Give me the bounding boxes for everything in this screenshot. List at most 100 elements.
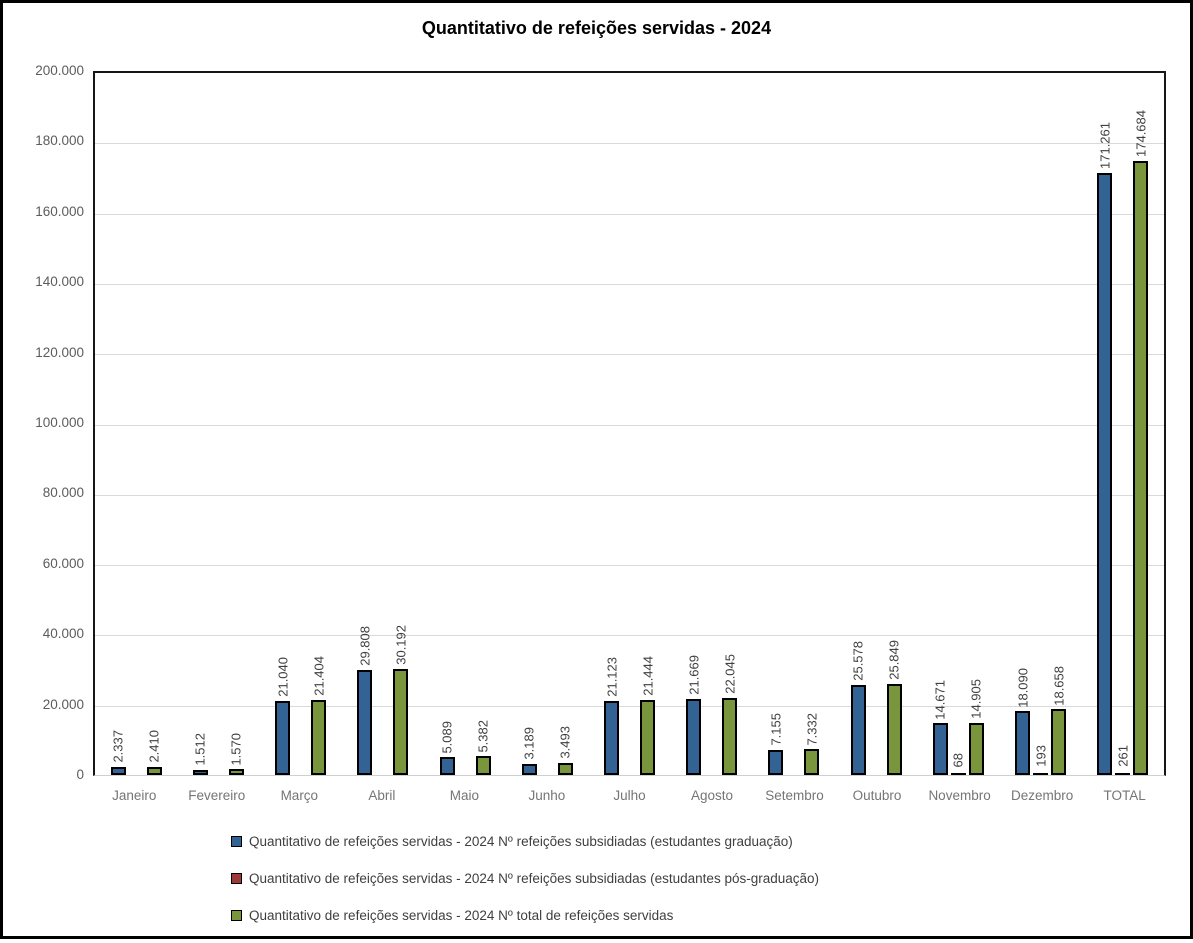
gridline: [95, 143, 1164, 145]
legend-marker-icon: [231, 873, 242, 884]
gridline: [95, 565, 1164, 567]
data-label: 193: [1033, 745, 1049, 767]
y-tick-label: 100.000: [35, 415, 84, 430]
bar-series-3: 5.382: [475, 720, 491, 775]
bar-series-1: 3.189: [521, 727, 537, 775]
category-fevereiro: 1.512 1.570: [177, 73, 259, 775]
data-label: 2.410: [146, 729, 162, 763]
gridline: [95, 354, 1164, 356]
x-axis-label-agosto: Agosto: [690, 788, 733, 803]
category-setembro: 7.155 7.332: [753, 73, 835, 775]
bars-container: 2.337 2.410 1.512 1.570 21.040 21.404 29.808 30…: [95, 73, 1164, 775]
x-axis-label-março: Março: [280, 788, 319, 803]
bar-series-3: 30.192: [393, 625, 409, 775]
legend-row-1: Quantitativo de refeições servidas - 202…: [231, 832, 819, 851]
x-axis-label-outubro: Outubro: [852, 788, 902, 803]
data-label: 14.905: [968, 678, 984, 719]
data-label: 25.578: [850, 641, 866, 682]
y-tick-label: 20.000: [42, 696, 84, 712]
category-julho: 21.123 21.444: [588, 73, 670, 775]
data-label: 5.089: [439, 720, 455, 754]
x-axis-label-fevereiro: Fevereiro: [188, 788, 246, 803]
bar-series-1: 29.808: [357, 626, 373, 775]
chart-title: Quantitativo de refeições servidas - 202…: [421, 18, 772, 38]
bar-series-3: 2.410: [146, 730, 162, 775]
bar-series-3: 174.684: [1133, 110, 1149, 775]
data-label: 1.512: [192, 733, 208, 766]
bar-series-1: 5.089: [439, 721, 455, 775]
x-axis-label-julho: Julho: [613, 788, 646, 803]
x-axis-label-total: TOTAL: [1103, 788, 1146, 803]
data-label: 5.382: [475, 719, 491, 753]
y-tick-label: 200.000: [35, 63, 84, 78]
legend-row-2: Quantitativo de refeições servidas - 202…: [231, 869, 819, 888]
x-axis-label-abril: Abril: [368, 788, 396, 803]
bar-series-1: 25.578: [850, 641, 866, 775]
legend-label: Quantitativo de refeições servidas - 202…: [249, 871, 819, 886]
legend-marker-icon: [231, 836, 242, 847]
data-label: 174.684: [1133, 110, 1149, 157]
data-label: 2.337: [110, 730, 126, 763]
data-label: 261: [1115, 745, 1131, 767]
bar-series-2: 261: [1115, 745, 1131, 775]
category-novembro: 14.671 68 14.905: [917, 73, 999, 775]
y-tick-label: 140.000: [35, 274, 84, 290]
bar-series-1: 21.669: [686, 655, 702, 775]
bar-series-1: 7.155: [768, 713, 784, 775]
legend-marker-icon: [231, 910, 242, 921]
bar-series-3: 25.849: [886, 640, 902, 775]
bar-series-1: 21.040: [275, 657, 291, 775]
data-label: 18.090: [1015, 667, 1031, 708]
category-total: 171.261 261 174.684: [1082, 73, 1164, 775]
legend-label: Quantitativo de refeições servidas - 202…: [249, 834, 793, 849]
bar-series-2: 193: [1033, 745, 1049, 775]
category-março: 21.040 21.404: [259, 73, 341, 775]
data-label: 30.192: [393, 625, 409, 665]
data-label: 21.669: [686, 655, 702, 695]
x-axis-label-setembro: Setembro: [765, 788, 824, 803]
data-label: 29.808: [357, 626, 373, 667]
x-axis-labels: Janeiro Fevereiro Março Abril Maio Junho Julho…: [93, 788, 1166, 803]
bar-series-3: 1.570: [228, 733, 244, 775]
bar-series-3: 7.332: [804, 713, 820, 775]
data-label: 22.045: [722, 653, 738, 694]
bar-series-3: 18.658: [1051, 666, 1067, 775]
x-axis-label-maio: Maio: [449, 788, 480, 803]
y-tick-label: 180.000: [35, 133, 84, 149]
legend-row-3: Quantitativo de refeições servidas - 202…: [231, 906, 819, 925]
y-tick-label: 120.000: [35, 344, 84, 360]
bar-series-1: 14.671: [932, 680, 948, 775]
y-tick-label: 160.000: [35, 203, 84, 219]
gridline: [95, 283, 1164, 285]
legend-label: Quantitativo de refeições servidas - 202…: [249, 908, 674, 923]
plot-area: 2.337 2.410 1.512 1.570 21.040 21.404 29.808 30…: [93, 71, 1166, 776]
category-dezembro: 18.090 193 18.658: [1000, 73, 1082, 775]
category-janeiro: 2.337 2.410: [95, 73, 177, 775]
y-tick-label: 80.000: [42, 485, 84, 501]
data-label: 25.849: [886, 640, 902, 681]
data-label: 68: [950, 752, 966, 767]
bar-series-3: 21.444: [640, 656, 656, 775]
data-label: 21.040: [275, 657, 291, 698]
category-abril: 29.808 30.192: [342, 73, 424, 775]
data-label: 171.261: [1097, 122, 1113, 170]
category-agosto: 21.669 22.045: [671, 73, 753, 775]
bar-series-3: 22.045: [722, 654, 738, 775]
gridline: [95, 213, 1164, 215]
x-axis-label-janeiro: Janeiro: [112, 788, 157, 803]
data-label: 7.332: [804, 712, 820, 746]
bar-series-3: 14.905: [968, 679, 984, 775]
bar-series-1: 18.090: [1015, 668, 1031, 775]
data-label: 21.123: [604, 657, 620, 697]
data-label: 1.570: [228, 732, 244, 766]
bar-series-2: 68: [950, 753, 966, 775]
data-label: 18.658: [1051, 665, 1067, 706]
bar-series-3: 3.493: [557, 726, 573, 775]
data-label: 3.189: [521, 727, 537, 760]
gridline: [95, 635, 1164, 637]
y-tick-label: 40.000: [42, 626, 84, 642]
data-label: 14.671: [932, 679, 948, 720]
data-label: 3.493: [557, 726, 573, 759]
bar-series-1: 2.337: [110, 730, 126, 775]
